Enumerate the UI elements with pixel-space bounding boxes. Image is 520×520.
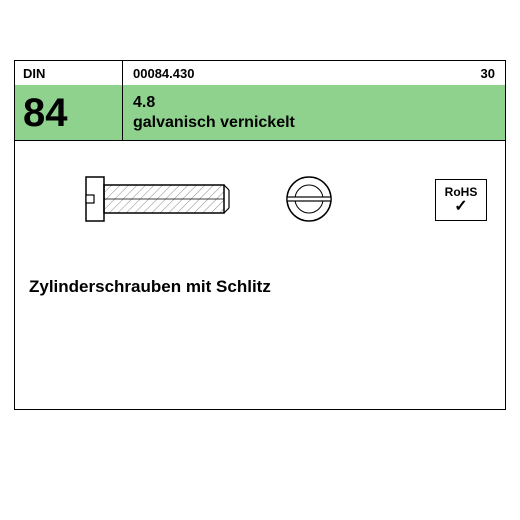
part-number: 00084.430 [133, 66, 194, 81]
header-left: DIN 84 [15, 61, 123, 140]
surface-finish: galvanisch vernickelt [133, 114, 505, 132]
material-cell: 4.8 galvanisch vernickelt [123, 85, 505, 140]
standard-label-row: DIN [15, 61, 122, 85]
material-text: 4.8 galvanisch vernickelt [123, 94, 505, 132]
header: DIN 84 00084.430 30 4.8 galvanisch verni… [15, 61, 505, 141]
page-number: 30 [481, 66, 495, 81]
rohs-check-icon: ✓ [454, 199, 467, 215]
rohs-label: RoHS [445, 185, 478, 199]
partnum-row: 00084.430 30 [123, 61, 505, 85]
spec-card: DIN 84 00084.430 30 4.8 galvanisch verni… [14, 60, 506, 410]
screw-top-view [279, 169, 339, 229]
header-right: 00084.430 30 4.8 galvanisch vernickelt [123, 61, 505, 140]
standard-number: 84 [15, 93, 68, 133]
rohs-badge: RoHS ✓ [435, 179, 487, 221]
standard-number-cell: 84 [15, 85, 122, 140]
title-area: Zylinderschrauben mit Schlitz [15, 271, 505, 303]
diagram-area: RoHS ✓ [15, 141, 505, 271]
screw-side-view [85, 169, 245, 229]
product-title: Zylinderschrauben mit Schlitz [29, 277, 491, 297]
standard-label: DIN [15, 66, 45, 81]
strength-class: 4.8 [133, 94, 505, 112]
